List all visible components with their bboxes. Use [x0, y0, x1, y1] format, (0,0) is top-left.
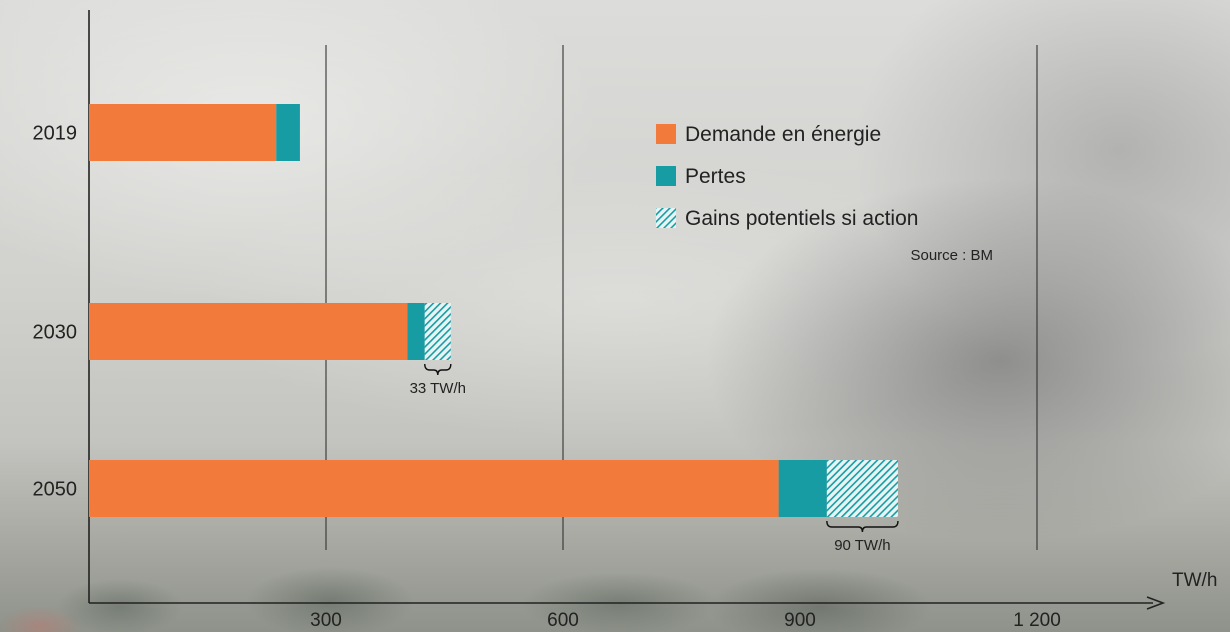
legend-label-demande: Demande en énergie	[685, 123, 881, 146]
x-axis-arrow-icon	[1146, 596, 1166, 610]
legend-label-gains: Gains potentiels si action	[685, 207, 918, 230]
legend-swatch-demande	[656, 124, 676, 144]
x-axis-unit: TW/h	[1172, 570, 1217, 591]
bar-2030-series-1	[407, 303, 425, 360]
gain-annotation-label: 33 TW/h	[410, 380, 466, 397]
x-tick-label: 900	[784, 610, 816, 631]
brace-icon	[826, 520, 899, 533]
bar-2050-series-2	[826, 460, 898, 517]
bar-2019-series-0	[89, 104, 277, 161]
gain-annotations: 33 TW/h 90 TW/h	[410, 363, 899, 554]
gain-annotation-label: 90 TW/h	[834, 537, 890, 554]
category-label: 2050	[33, 479, 78, 501]
x-tick-labels: 300 600 900 1 200	[310, 610, 1061, 631]
legend: Demande en énergie Pertes Gains potentie…	[656, 123, 993, 264]
legend-swatch-pertes	[656, 166, 676, 186]
bar-2050-series-0	[89, 460, 779, 517]
bar-2019-series-1	[276, 104, 300, 161]
category-labels: 2019 2030 2050	[33, 123, 78, 501]
bar-2030-series-0	[89, 303, 408, 360]
background-trees	[0, 512, 1230, 632]
bars	[89, 104, 898, 517]
x-tick-label: 600	[547, 610, 579, 631]
x-tick-label: 300	[310, 610, 342, 631]
brace-icon	[424, 363, 452, 376]
source-note: Source : BM	[910, 247, 993, 264]
category-label: 2019	[33, 123, 78, 145]
legend-swatch-gains	[656, 208, 676, 228]
bar-2030-series-2	[424, 303, 451, 360]
x-tick-label: 1 200	[1013, 610, 1061, 631]
category-label: 2030	[33, 322, 78, 344]
bar-2050-series-1	[778, 460, 827, 517]
legend-label-pertes: Pertes	[685, 165, 746, 188]
